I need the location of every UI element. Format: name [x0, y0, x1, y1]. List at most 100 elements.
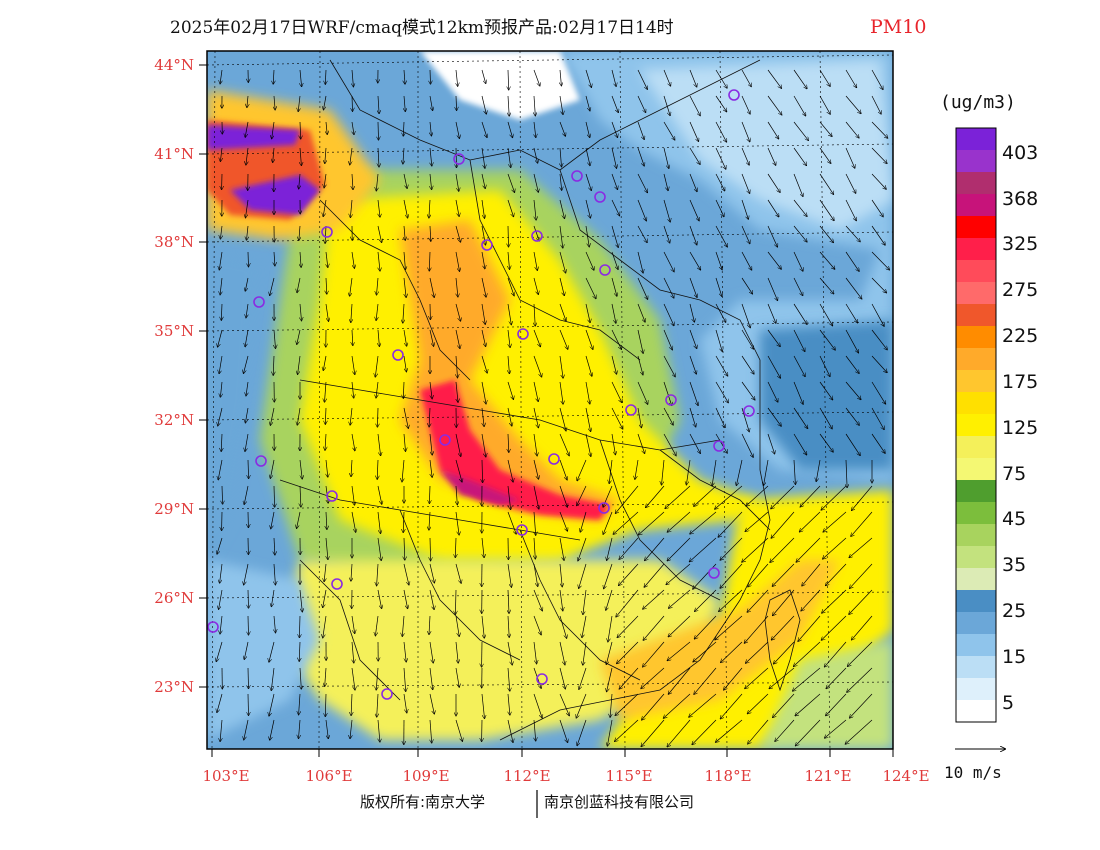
wind-arrow	[507, 199, 514, 217]
wind-arrow	[220, 277, 222, 295]
wind-arrow	[825, 719, 847, 738]
wind-arrow	[642, 693, 665, 720]
wind-arrow	[715, 485, 743, 509]
wind-arrow	[350, 407, 352, 425]
wind-arrow	[326, 537, 328, 559]
wind-arrow	[819, 173, 834, 194]
wind-arrow	[767, 277, 778, 300]
wind-arrow	[481, 225, 486, 245]
wind-arrow	[585, 95, 590, 111]
wind-arrow	[429, 407, 430, 427]
wind-arrow	[300, 667, 301, 689]
wind-arrow	[455, 589, 456, 614]
wind-arrow	[849, 589, 873, 614]
colorbar-segment	[956, 172, 996, 195]
wind-arrow	[871, 173, 886, 189]
wind-arrow	[741, 407, 749, 432]
wind-arrow	[220, 615, 222, 634]
wind-arrow	[455, 615, 459, 636]
wind-arrow	[715, 69, 727, 88]
wind-arrow	[351, 511, 356, 532]
wind-arrow	[845, 251, 859, 271]
wind-arrow	[248, 459, 249, 478]
wind-arrow	[300, 147, 301, 165]
colorbar-label: 125	[1002, 417, 1038, 439]
wind-arrow	[402, 459, 404, 482]
wind-arrow	[300, 303, 302, 321]
wind-arrow	[481, 433, 486, 457]
wind-arrow	[429, 199, 430, 218]
colorbar-segment	[956, 392, 996, 415]
wind-arrow	[845, 355, 859, 373]
wind-arrow	[637, 69, 647, 89]
wind-arrow	[819, 433, 833, 452]
wind-arrow	[822, 589, 847, 613]
colorbar-segment	[956, 348, 996, 371]
colorbar-segment	[956, 216, 996, 239]
wind-arrow	[663, 303, 674, 326]
wind-arrow	[559, 433, 569, 456]
wind-arrow	[430, 719, 432, 743]
wind-arrow	[715, 381, 728, 403]
wind-arrow	[403, 173, 407, 188]
wind-arrow	[481, 95, 486, 114]
wind-arrow	[643, 641, 665, 667]
colorbar-label: 25	[1002, 600, 1026, 622]
wind-arrow	[617, 641, 639, 664]
wind-arrow	[796, 537, 821, 562]
wind-arrow	[793, 173, 803, 196]
wind-arrow	[403, 329, 407, 346]
wind-arrow	[819, 381, 833, 400]
wind-arrow	[611, 407, 623, 429]
lon-label: 109°E	[402, 767, 449, 785]
wind-arrow	[507, 563, 511, 587]
wind-arrow	[819, 251, 835, 269]
wind-arrow	[825, 641, 847, 667]
wind-arrow	[220, 69, 222, 84]
wind-arrow	[849, 537, 873, 558]
copyright-footer: 版权所有:南京大学 南京创蓝科技有限公司	[360, 790, 694, 818]
wind-arrow	[455, 121, 459, 138]
wind-arrow	[847, 667, 873, 692]
wind-arrow	[269, 693, 275, 716]
wind-arrow	[724, 667, 743, 690]
wind-arrow	[248, 667, 249, 689]
wind-arrow	[559, 563, 562, 587]
wind-arrow	[819, 355, 830, 376]
wind-arrow	[403, 355, 406, 372]
wind-arrow	[772, 563, 795, 586]
wind-arrow	[220, 563, 223, 583]
wind-arrow	[455, 329, 460, 348]
wind-arrow	[694, 485, 717, 506]
wind-arrow	[716, 719, 743, 742]
wind-arrow	[663, 381, 672, 406]
wind-arrow	[796, 719, 821, 746]
pm10-field	[207, 51, 893, 749]
wind-arrow	[582, 615, 587, 638]
wind-arrow	[507, 303, 511, 325]
wind-arrow	[741, 69, 751, 87]
wind-arrow	[507, 641, 512, 665]
wind-arrow	[533, 147, 538, 163]
wind-arrow	[585, 69, 591, 87]
wind-arrow	[377, 459, 378, 479]
wind-arrow	[819, 121, 832, 136]
wind-arrow	[350, 719, 352, 739]
wind-arrow	[221, 303, 222, 320]
wind-arrow	[218, 407, 223, 426]
wind-arrow	[637, 329, 643, 353]
wind-arrow	[456, 355, 458, 378]
wind-arrow	[689, 147, 700, 164]
wind-arrow	[298, 95, 300, 111]
wind-arrow	[482, 407, 484, 426]
wind-arrow	[793, 329, 805, 351]
wind-arrow	[299, 173, 300, 189]
wind-arrow	[819, 407, 832, 429]
wind-arrow	[299, 615, 300, 638]
wind-arrow	[352, 381, 354, 398]
wind-arrow	[429, 563, 434, 583]
wind-arrow	[689, 303, 694, 322]
wind-arrow	[715, 199, 724, 217]
wind-arrow	[481, 69, 486, 83]
wind-arrow	[608, 615, 613, 642]
